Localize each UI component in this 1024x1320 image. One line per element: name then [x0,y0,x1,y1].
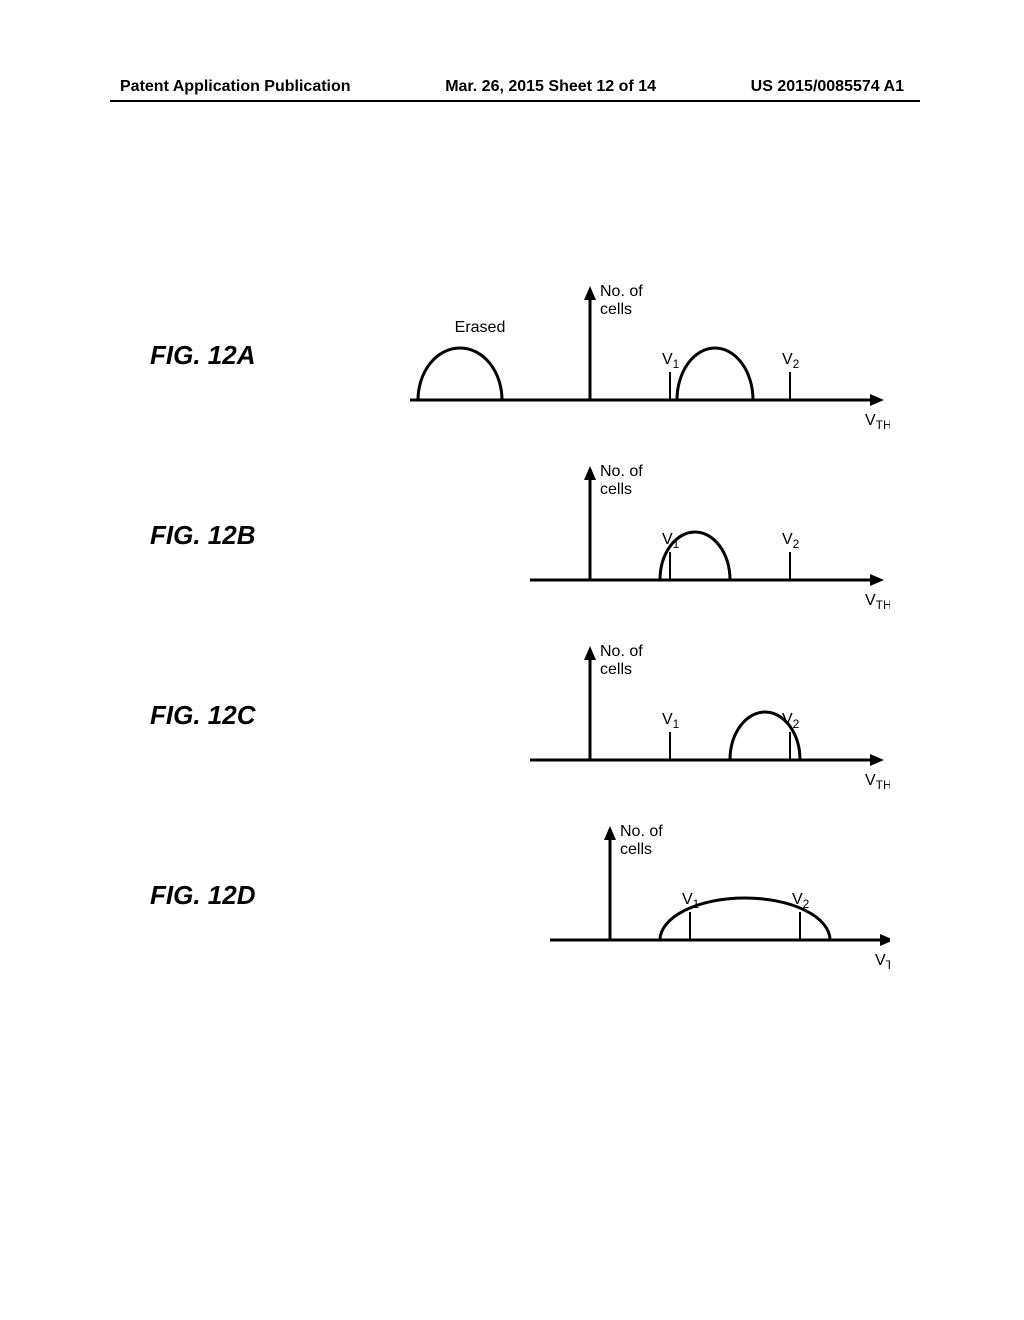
figure-label-b: FIG. 12B [150,520,255,551]
svg-text:No. ofcells: No. ofcells [600,643,643,678]
svg-text:VTH: VTH [875,952,890,972]
chart-b: No. ofcells V1 V2 VTH [310,460,890,620]
page-header: Patent Application Publication Mar. 26, … [0,78,1024,96]
svg-text:No. ofcells: No. ofcells [620,823,663,858]
svg-text:V2: V2 [782,351,800,371]
header-divider [110,100,920,102]
figure-label-a: FIG. 12A [150,340,255,371]
figure-row-a: FIG. 12A No. ofcells V1 V2 VTH Erased [120,280,920,460]
figure-row-c: FIG. 12CNo. ofcellsV1V2VTH [120,640,920,820]
svg-text:V1: V1 [662,531,680,551]
svg-text:V1: V1 [662,711,680,731]
header-mid: Mar. 26, 2015 Sheet 12 of 14 [445,78,656,96]
svg-text:VTH: VTH [865,412,890,432]
header-right: US 2015/0085574 A1 [751,78,904,96]
chart-d: No. ofcellsV1V2VTH [310,820,890,980]
figure-label-d: FIG. 12D [150,880,255,911]
svg-text:V2: V2 [782,531,800,551]
svg-text:Erased: Erased [455,319,506,336]
svg-text:VTH: VTH [865,592,890,612]
figure-row-d: FIG. 12D No. ofcellsV1V2VTH [120,820,920,1000]
figures-container: FIG. 12ANo. ofcellsV1V2VTHErasedFIG. 12B… [120,280,920,1000]
svg-text:No. ofcells: No. ofcells [600,283,643,318]
header-left: Patent Application Publication [120,78,351,96]
figure-row-b: FIG. 12B No. ofcells V1 V2 VTH [120,460,920,640]
svg-text:V1: V1 [662,351,680,371]
chart-a: No. ofcells V1 V2 VTH Erased [310,280,890,440]
chart-c: No. ofcellsV1V2VTH [310,640,890,800]
svg-text:No. ofcells: No. ofcells [600,463,643,498]
svg-text:VTH: VTH [865,772,890,792]
figure-label-c: FIG. 12C [150,700,255,731]
